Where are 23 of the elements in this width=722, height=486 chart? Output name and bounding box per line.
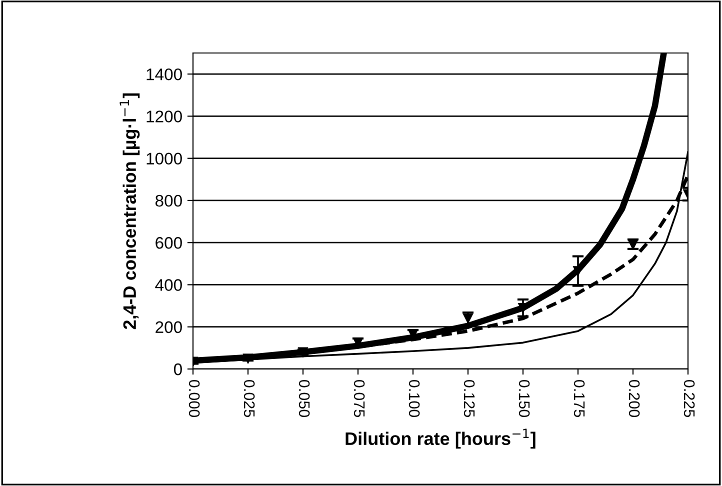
x-tick-label: 0.150 [518,380,530,418]
y-axis-title: 2,4-D concentration [µg·l$^{−1}$] [120,93,140,330]
x-tick-label: 0.075 [354,380,365,418]
y-tick-label: 1400 [146,68,182,80]
x-tick-label: 0.100 [408,380,420,418]
x-tick-label: 0.200 [628,380,640,418]
x-tick-label: 0.175 [574,380,585,418]
x-tick-label: 0.125 [464,380,475,418]
x-tick-label: 0.000 [188,380,200,418]
x-tick-label: 0.050 [298,380,310,418]
y-tick-label: 600 [156,237,182,249]
point [243,354,253,364]
x-axis-title: Dilution rate [hours$^{−1}$] [346,428,536,449]
y-tick-label: 400 [155,279,182,291]
x-tick-label: 0.025 [244,380,255,418]
x-tick-label: 0.225 [684,380,695,418]
y-tick-label: 1000 [146,152,182,165]
y-tick-label: 200 [156,321,182,334]
y-tick-label: 1200 [146,110,182,122]
y-tick-label: 800 [156,194,182,207]
point [298,347,308,358]
y-tick-label: 0 [174,363,182,376]
point [463,314,473,324]
